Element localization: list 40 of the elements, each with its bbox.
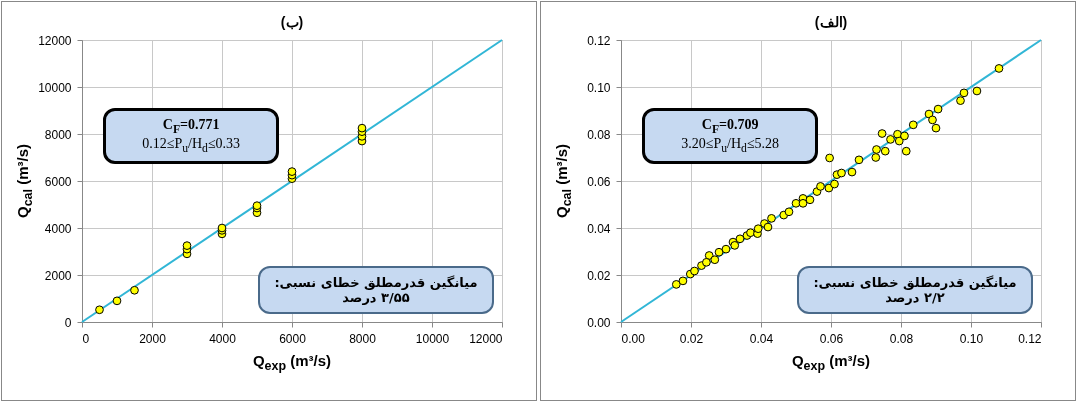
x-tick-label: 0.00	[621, 331, 646, 346]
y-tick-label: 2000	[44, 268, 72, 283]
x-tick-label: 6000	[279, 331, 307, 346]
y-tick-label: 0.04	[587, 221, 611, 236]
annotation: 0.12≤P$_{u}$/H$_{d}$≤0.33	[141, 135, 242, 155]
x-tick-label: 0.02	[679, 331, 704, 346]
y-tick-label: 0.08	[587, 127, 611, 142]
y-tick-label: 0.00	[587, 315, 611, 330]
x-tick-label: 10000	[415, 331, 450, 346]
x-tick-label: 8000	[349, 331, 377, 346]
y-tick-label: 0.02	[587, 268, 611, 283]
x-tick-label: 0.08	[889, 331, 914, 346]
x-axis-title: Q$_{exp}$ (m³/s)	[252, 352, 332, 373]
x-tick-label: 4000	[209, 331, 237, 346]
annotation: C$_{F}$=0.771	[161, 117, 221, 136]
chart-title: (ب)	[280, 14, 304, 30]
x-tick-label: 12000	[469, 331, 503, 346]
x-axis-title: Q$_{exp}$ (m³/s)	[791, 352, 871, 373]
annotation: میانگین قدرمطلق خطای نسبی:	[812, 274, 1018, 290]
x-tick-label: 0	[82, 331, 90, 346]
x-tick-label: 0.12	[1018, 331, 1042, 346]
y-tick-label: 0.12	[587, 33, 611, 48]
x-tick-label: 0.06	[819, 331, 844, 346]
y-tick-label: 10000	[38, 80, 72, 95]
annotation: ۳/۵۵ درصد	[341, 289, 410, 305]
chart-title: (الف)	[814, 14, 848, 30]
x-tick-label: 0.04	[749, 331, 774, 346]
y-tick-label: 6000	[44, 174, 72, 189]
annotation: C$_{F}$=0.709	[700, 117, 760, 136]
y-tick-label: 0.06	[587, 174, 611, 189]
y-tick-label: 12000	[38, 33, 72, 48]
y-tick-label: 4000	[44, 221, 72, 236]
x-tick-label: 2000	[139, 331, 167, 346]
annotation: ۲/۲ درصد	[884, 289, 945, 305]
x-tick-label: 0.10	[959, 331, 984, 346]
y-tick-label: 0	[64, 315, 72, 330]
y-tick-label: 0.10	[587, 80, 611, 95]
annotation: 3.20≤P$_{u}$/H$_{d}$≤5.28	[680, 135, 781, 155]
y-tick-label: 8000	[44, 127, 72, 142]
annotation: میانگین قدرمطلق خطای نسبی:	[273, 274, 479, 290]
